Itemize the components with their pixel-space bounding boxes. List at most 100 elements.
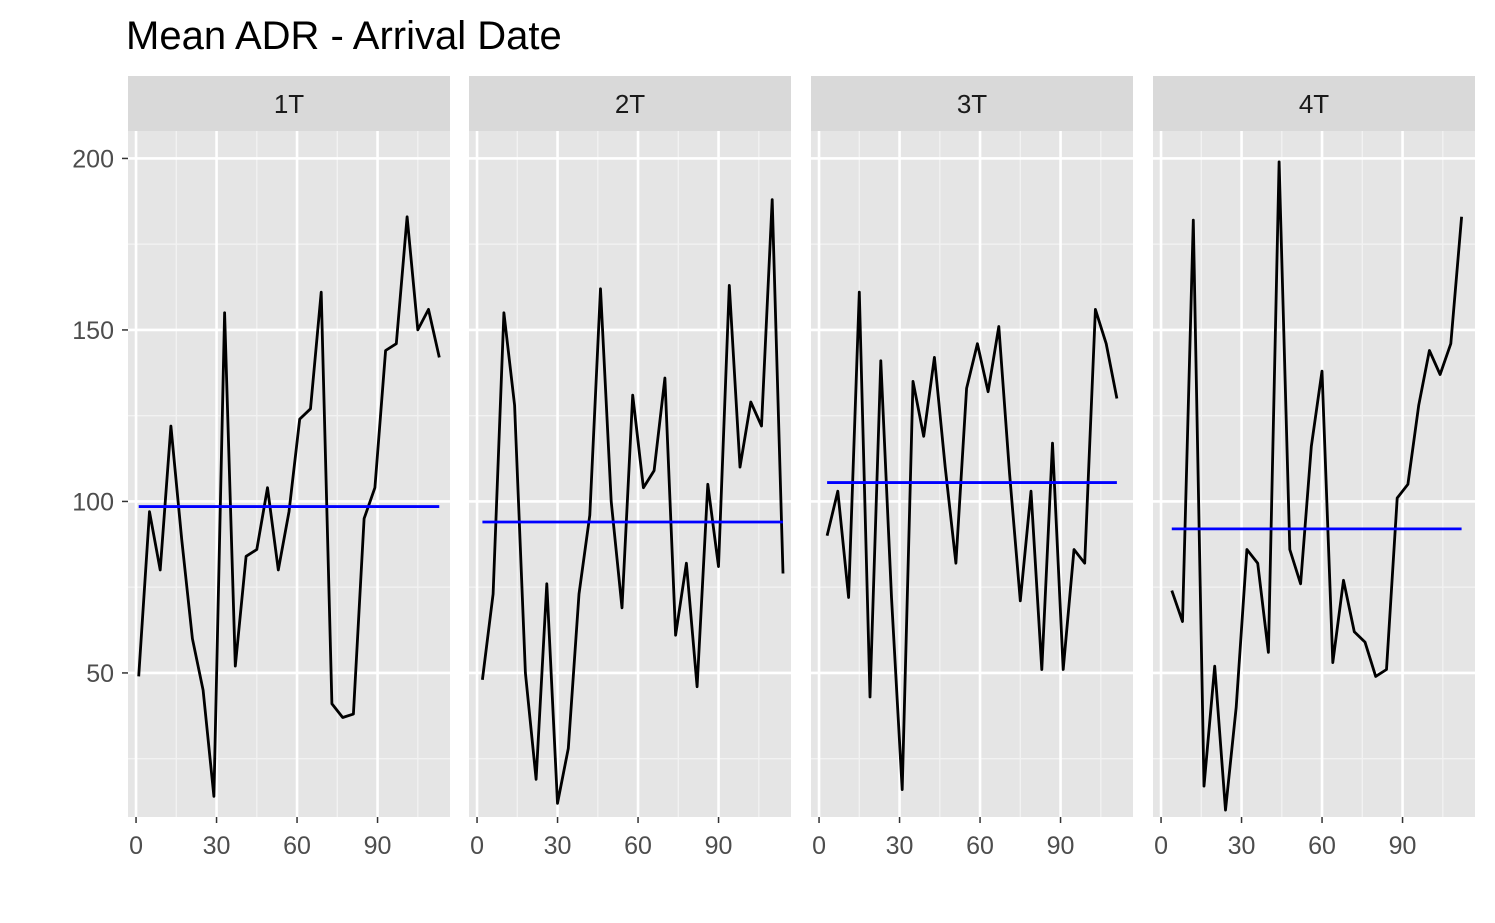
data-point bbox=[407, 216, 408, 217]
data-point bbox=[891, 597, 892, 598]
data-point bbox=[557, 803, 558, 804]
data-point bbox=[923, 436, 924, 437]
data-point bbox=[353, 714, 354, 715]
data-point bbox=[428, 309, 429, 310]
plot-panel-background bbox=[128, 131, 450, 817]
data-point bbox=[1106, 343, 1107, 344]
data-point bbox=[600, 288, 601, 289]
data-point bbox=[750, 401, 751, 402]
data-point bbox=[417, 329, 418, 330]
data-point bbox=[1332, 662, 1333, 663]
data-point bbox=[998, 326, 999, 327]
data-point bbox=[1450, 343, 1451, 344]
data-point bbox=[632, 395, 633, 396]
facet-panel-2T: 2T 0 30 60 90 bbox=[469, 76, 791, 860]
data-point bbox=[1300, 583, 1301, 584]
data-point bbox=[664, 377, 665, 378]
chart-title: Mean ADR - Arrival Date bbox=[126, 14, 562, 58]
data-point bbox=[1397, 498, 1398, 499]
data-point bbox=[439, 357, 440, 358]
data-point bbox=[761, 425, 762, 426]
data-point bbox=[1073, 549, 1074, 550]
data-point bbox=[138, 676, 139, 677]
data-point bbox=[772, 199, 773, 200]
data-point bbox=[546, 583, 547, 584]
facet-strip-label: 3T bbox=[957, 89, 987, 119]
data-point bbox=[224, 312, 225, 313]
data-point bbox=[1095, 309, 1096, 310]
data-point bbox=[1182, 621, 1183, 622]
data-point bbox=[1311, 446, 1312, 447]
data-point bbox=[643, 487, 644, 488]
data-point bbox=[1031, 491, 1032, 492]
data-point bbox=[1084, 563, 1085, 564]
facet-strip-label: 1T bbox=[274, 89, 304, 119]
data-point bbox=[299, 419, 300, 420]
data-point bbox=[1418, 405, 1419, 406]
data-point bbox=[342, 717, 343, 718]
data-point bbox=[1225, 810, 1226, 811]
y-tick-label: 50 bbox=[86, 660, 114, 688]
data-point bbox=[396, 343, 397, 344]
data-point bbox=[203, 690, 204, 691]
data-point bbox=[1440, 374, 1441, 375]
data-point bbox=[686, 563, 687, 564]
data-point bbox=[729, 285, 730, 286]
data-point bbox=[181, 539, 182, 540]
data-point bbox=[374, 487, 375, 488]
data-point bbox=[1246, 549, 1247, 550]
data-point bbox=[718, 566, 719, 567]
data-point bbox=[782, 573, 783, 574]
facet-panel-4T: 4T 0 30 60 90 bbox=[1153, 76, 1475, 860]
data-point bbox=[955, 563, 956, 564]
data-point bbox=[675, 635, 676, 636]
series-line-4T bbox=[1170, 160, 1463, 812]
data-point bbox=[611, 501, 612, 502]
data-point bbox=[1063, 669, 1064, 670]
facet-panel-1T: 1T 0 30 60 90 bbox=[128, 76, 450, 860]
facet-panel-3T: 3T 0 30 60 90 bbox=[811, 76, 1133, 860]
data-point bbox=[503, 312, 504, 313]
data-point bbox=[880, 360, 881, 361]
data-point bbox=[1375, 676, 1376, 677]
x-tick-label: 0 bbox=[812, 832, 826, 860]
data-point bbox=[1386, 669, 1387, 670]
x-tick-label: 0 bbox=[129, 832, 143, 860]
data-point bbox=[848, 597, 849, 598]
x-tick-label: 60 bbox=[624, 832, 652, 860]
data-point bbox=[1116, 398, 1117, 399]
data-point bbox=[321, 292, 322, 293]
data-point bbox=[1354, 631, 1355, 632]
data-point bbox=[493, 594, 494, 595]
facet-strip bbox=[128, 76, 450, 131]
data-point bbox=[1009, 474, 1010, 475]
x-tick-label: 60 bbox=[966, 832, 994, 860]
data-point bbox=[1041, 669, 1042, 670]
data-point bbox=[1343, 580, 1344, 581]
facet-strip bbox=[811, 76, 1133, 131]
x-tick-label: 30 bbox=[203, 832, 231, 860]
facet-strip-label: 2T bbox=[615, 89, 645, 119]
data-point bbox=[870, 696, 871, 697]
data-point bbox=[1407, 484, 1408, 485]
data-point bbox=[859, 292, 860, 293]
data-point bbox=[278, 570, 279, 571]
data-point bbox=[267, 487, 268, 488]
x-tick-label: 60 bbox=[283, 832, 311, 860]
series-line-2T bbox=[481, 198, 785, 805]
data-point bbox=[514, 405, 515, 406]
data-point bbox=[1289, 549, 1290, 550]
data-point bbox=[1236, 707, 1237, 708]
data-point bbox=[827, 535, 828, 536]
x-tick-label: 0 bbox=[470, 832, 484, 860]
data-point bbox=[149, 511, 150, 512]
y-tick-label: 150 bbox=[72, 317, 114, 345]
data-point bbox=[589, 515, 590, 516]
data-point bbox=[246, 556, 247, 557]
data-point bbox=[1257, 563, 1258, 564]
data-point bbox=[385, 350, 386, 351]
data-point bbox=[697, 686, 698, 687]
data-point bbox=[525, 672, 526, 673]
